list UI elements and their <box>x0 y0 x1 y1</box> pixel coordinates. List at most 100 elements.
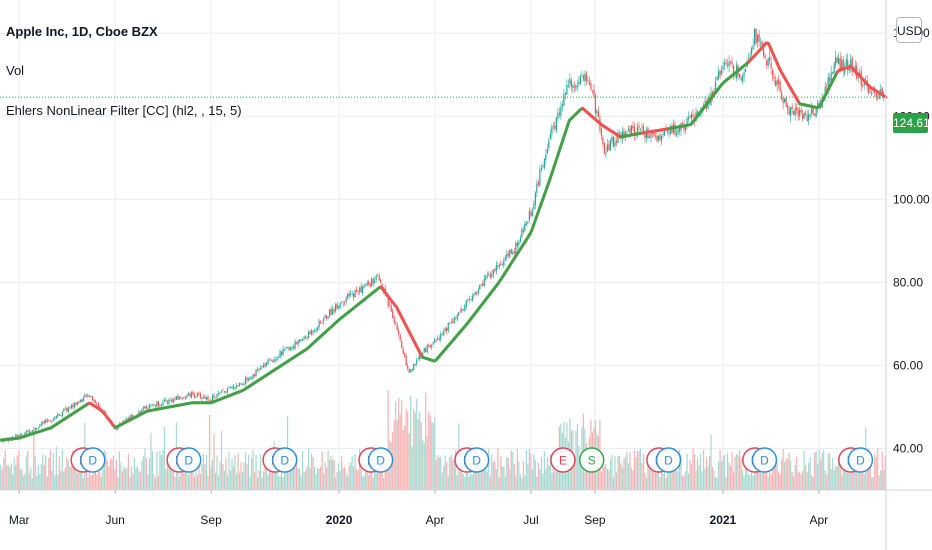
volume-bar <box>530 453 532 490</box>
volume-bar <box>527 464 529 490</box>
dividend-event-marker[interactable]: D <box>655 447 682 473</box>
candle-body <box>76 401 78 405</box>
volume-bar <box>283 458 286 490</box>
candle-body <box>522 230 524 232</box>
candle-body <box>629 128 631 133</box>
candle-body <box>335 304 337 312</box>
currency-button[interactable]: USD <box>896 17 922 43</box>
candle-body <box>719 70 721 76</box>
candle-body <box>398 330 400 335</box>
volume-bar <box>387 390 389 490</box>
volume-bar <box>401 400 403 490</box>
candle-body <box>787 105 789 110</box>
candle-body <box>638 125 640 128</box>
dividend-event-marker[interactable]: D <box>175 447 202 473</box>
dividend-event-marker[interactable]: D <box>751 447 778 473</box>
candle-body <box>339 302 341 308</box>
candle-body <box>835 57 837 65</box>
grid <box>0 0 886 490</box>
split-event-marker[interactable]: S <box>578 447 605 473</box>
indicator-legend[interactable]: Ehlers NonLinear Filter [CC] (hl2, , 15,… <box>6 103 242 118</box>
candle-body <box>513 251 515 253</box>
candle-body <box>144 405 146 409</box>
volume-bar <box>663 472 666 490</box>
volume-bar <box>154 477 157 490</box>
candle-body <box>250 377 253 379</box>
volume-bar <box>832 457 834 490</box>
volume-bar <box>587 457 589 490</box>
candle-body <box>569 78 571 85</box>
candle-body <box>734 76 736 77</box>
volume-bar <box>763 457 765 490</box>
volume-bar <box>22 475 24 490</box>
volume-bar <box>235 473 238 490</box>
x-tick-label: Jun <box>105 513 124 527</box>
volume-bar <box>323 473 325 490</box>
volume-bar <box>408 433 410 490</box>
candle-body <box>794 108 796 116</box>
volume-bar <box>407 411 409 490</box>
candle-body <box>432 342 434 345</box>
candle-body <box>782 98 784 104</box>
volume-bar <box>551 472 553 490</box>
volume-bar <box>27 450 29 490</box>
dividend-event-marker[interactable]: D <box>80 447 106 473</box>
ehlers-filter-line <box>0 41 888 442</box>
candle-body <box>60 415 62 417</box>
candle-body <box>189 393 191 397</box>
candle-body <box>15 434 17 438</box>
symbol-title[interactable]: Apple Inc, 1D, Cboe BZX <box>6 24 158 39</box>
volume-bar <box>171 453 173 490</box>
candle-body <box>609 140 612 151</box>
candle-body <box>772 70 774 76</box>
event-circle <box>655 447 682 473</box>
volume-bar <box>845 458 847 490</box>
candle-body <box>570 80 572 87</box>
volume-bar <box>660 461 663 490</box>
candle-body <box>440 334 442 340</box>
candle-body <box>311 330 313 335</box>
volume-bar <box>348 465 350 490</box>
volume-bar <box>63 471 65 490</box>
candle-body <box>81 399 83 403</box>
candle-body <box>213 394 215 398</box>
volume-bar <box>521 477 523 490</box>
candle-body <box>446 328 448 332</box>
candle-body <box>160 404 163 406</box>
candle-body <box>166 401 169 404</box>
volume-bar <box>533 454 535 490</box>
dividend-event-marker[interactable]: D <box>847 447 874 473</box>
candle-body <box>650 132 652 139</box>
volume-bar <box>142 456 145 490</box>
volume-legend[interactable]: Vol <box>6 63 25 78</box>
candle-body <box>527 221 529 223</box>
candle-body <box>426 344 428 353</box>
volume-bar <box>106 460 108 490</box>
dividend-event-marker[interactable]: D <box>271 447 298 473</box>
volume-bar <box>515 476 517 490</box>
volume-bar <box>78 471 80 490</box>
volume-bar <box>81 468 83 490</box>
candle-body <box>597 111 600 117</box>
candle-body <box>253 374 256 377</box>
candle-body <box>39 425 41 427</box>
volume-bar <box>699 453 702 490</box>
candle-body <box>97 403 99 407</box>
candle-body <box>66 408 68 411</box>
candle-body <box>832 72 834 74</box>
volume-bar <box>698 465 700 490</box>
volume-bar <box>732 472 735 490</box>
volume-bar <box>471 474 473 490</box>
event-markers[interactable]: EDEDEDEDEDESEDEDED <box>70 447 874 473</box>
volume-bar <box>318 468 320 490</box>
dividend-event-marker[interactable]: D <box>367 447 394 473</box>
volume-bar <box>766 463 768 490</box>
volume-bar <box>396 420 398 490</box>
volume-bar <box>362 476 364 490</box>
volume-bar <box>118 451 120 490</box>
volume-bar <box>204 464 206 490</box>
earnings-event-marker[interactable]: E <box>550 447 576 473</box>
candle-body <box>465 300 467 307</box>
dividend-event-marker[interactable]: D <box>463 447 490 473</box>
